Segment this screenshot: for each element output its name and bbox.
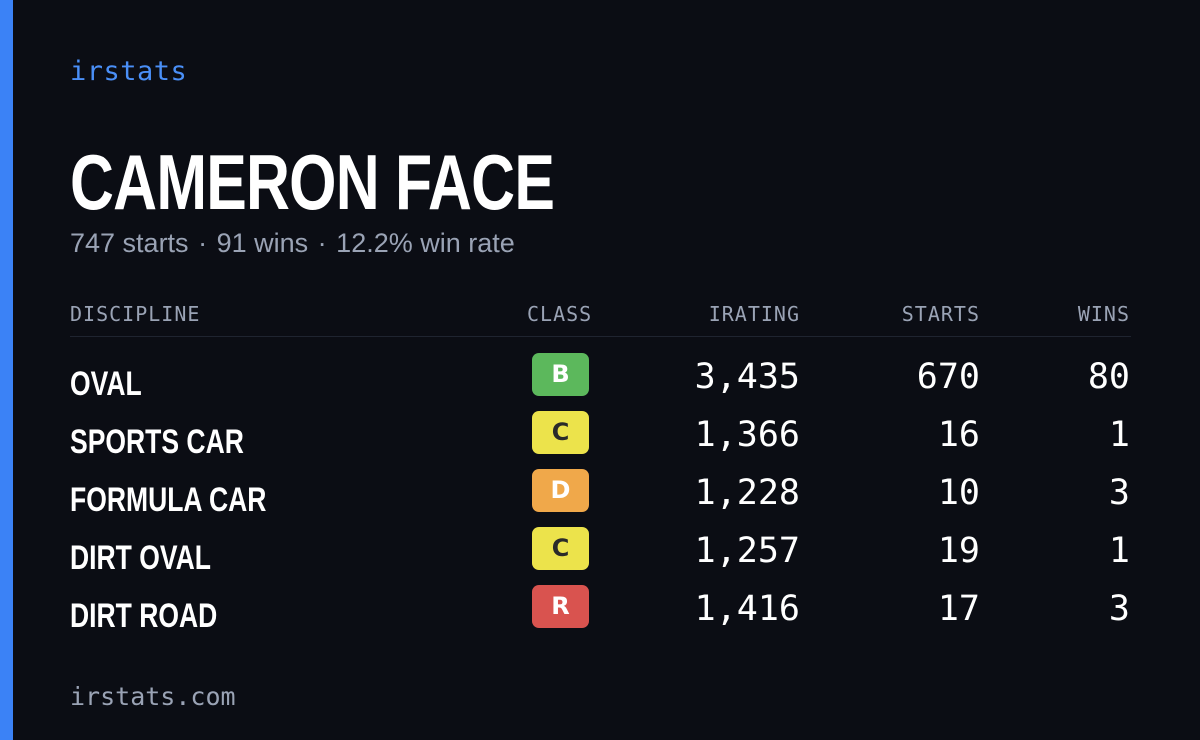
starts-value: 17: [937, 589, 980, 629]
discipline-name: DIRT OVAL: [70, 539, 211, 577]
table-row: FORMULA CAR D 1,228 10 3: [70, 469, 1131, 527]
summary-separator: ·: [317, 228, 327, 258]
table-header: DISCIPLINE CLASS IRATING STARTS WINS: [70, 298, 1131, 337]
wins-value: 3: [1108, 589, 1130, 629]
irating-value: 1,228: [694, 473, 800, 513]
wins-value: 3: [1108, 473, 1130, 513]
header-discipline: DISCIPLINE: [70, 302, 201, 326]
class-badge: B: [532, 353, 589, 396]
discipline-name: DIRT ROAD: [70, 597, 218, 635]
footer-url[interactable]: irstats.com: [70, 682, 236, 711]
summary-starts: 747 starts: [70, 228, 189, 258]
discipline-name: OVAL: [70, 365, 142, 403]
summary-wins: 91 wins: [216, 228, 309, 258]
table-body: OVAL B 3,435 670 80 SPORTS CAR C 1,366 1…: [70, 337, 1131, 643]
table-row: DIRT OVAL C 1,257 19 1: [70, 527, 1131, 585]
header-starts: STARTS: [901, 302, 980, 326]
irating-value: 1,366: [694, 415, 800, 455]
irating-value: 1,257: [694, 531, 800, 571]
table-row: OVAL B 3,435 670 80: [70, 353, 1131, 411]
class-badge: D: [532, 469, 589, 512]
discipline-name: FORMULA CAR: [70, 481, 267, 519]
discipline-name: SPORTS CAR: [70, 423, 244, 461]
table-row: SPORTS CAR C 1,366 16 1: [70, 411, 1131, 469]
driver-name: CAMERON FACE: [70, 138, 555, 226]
header-irating: IRATING: [708, 302, 800, 326]
class-badge: C: [532, 411, 589, 454]
header-class: CLASS: [527, 302, 593, 326]
starts-value: 670: [916, 357, 980, 397]
summary-separator: ·: [198, 228, 208, 258]
irating-value: 1,416: [694, 589, 800, 629]
header-wins: WINS: [1077, 302, 1130, 326]
summary-win-rate: 12.2% win rate: [336, 228, 515, 258]
driver-summary: 747 starts · 91 wins · 12.2% win rate: [70, 228, 515, 259]
class-badge: R: [532, 585, 589, 628]
irating-value: 3,435: [694, 357, 800, 397]
wins-value: 1: [1108, 415, 1130, 455]
table-row: DIRT ROAD R 1,416 17 3: [70, 585, 1131, 643]
class-badge: C: [532, 527, 589, 570]
discipline-table: DISCIPLINE CLASS IRATING STARTS WINS OVA…: [70, 298, 1131, 643]
wins-value: 80: [1087, 357, 1130, 397]
starts-value: 10: [937, 473, 980, 513]
accent-bar: [0, 0, 13, 740]
starts-value: 19: [937, 531, 980, 571]
starts-value: 16: [937, 415, 980, 455]
brand-logo[interactable]: irstats: [70, 56, 188, 87]
wins-value: 1: [1108, 531, 1130, 571]
